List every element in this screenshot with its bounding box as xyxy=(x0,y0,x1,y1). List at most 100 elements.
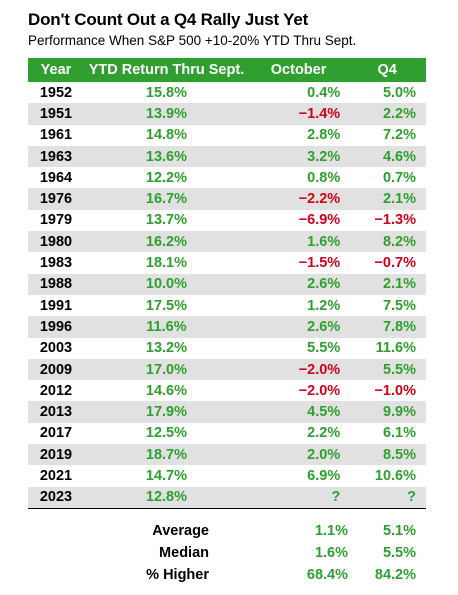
cell-year: 1983 xyxy=(39,255,73,272)
cell-october: 2.0% xyxy=(248,444,349,466)
cell-year: 1963 xyxy=(28,145,84,168)
table-row: 2003 13.2% 5.5% 11.6% xyxy=(28,338,426,359)
cell-october: −6.9% xyxy=(298,212,341,229)
cell-q4: 9.9% xyxy=(348,401,426,423)
cell-ytd-return: 12.2% xyxy=(145,169,188,186)
cell-q4: 2.1% xyxy=(348,188,426,210)
cell-ytd-return: 14.8% xyxy=(145,127,188,144)
cell-q4: 4.6% xyxy=(348,145,426,168)
summary-q4: 5.5% xyxy=(382,545,416,561)
cell-october: 2.2% xyxy=(307,425,341,442)
cell-ytd-return: 15.8% xyxy=(145,84,188,101)
table-row: 2017 12.5% 2.2% 6.1% xyxy=(28,423,426,444)
table-row: 1952 15.8% 0.4% 5.0% xyxy=(28,82,426,103)
cell-october: ? xyxy=(248,486,349,509)
cell-year: 2013 xyxy=(28,401,84,423)
cell-q4: −0.7% xyxy=(374,255,416,272)
cell-october: 0.8% xyxy=(307,169,341,186)
cell-year: 1988 xyxy=(28,273,84,295)
cell-q4: 5.0% xyxy=(382,84,416,101)
cell-october: −2.0% xyxy=(248,358,349,381)
table-row: 2019 18.7% 2.0% 8.5% xyxy=(28,444,426,466)
table-row: 1976 16.7% −2.2% 2.1% xyxy=(28,188,426,210)
cell-year: 1951 xyxy=(28,103,84,125)
cell-q4: 0.7% xyxy=(382,169,416,186)
summary-q4: 5.1% xyxy=(382,523,416,539)
summary-october: 1.6% xyxy=(314,545,348,561)
cell-october: 6.9% xyxy=(307,467,341,484)
cell-q4: 2.2% xyxy=(348,103,426,125)
cell-ytd-return: 12.5% xyxy=(145,425,188,442)
cell-q4: −1.0% xyxy=(374,382,416,399)
cell-year: 1961 xyxy=(39,127,73,144)
cell-october: 2.6% xyxy=(248,316,349,338)
summary-label: Median xyxy=(159,545,209,561)
chart-title: Don't Count Out a Q4 Rally Just Yet xyxy=(28,10,309,29)
summary-october: 1.1% xyxy=(314,523,348,539)
cell-ytd-return: 17.5% xyxy=(145,297,188,314)
cell-q4: 5.5% xyxy=(348,358,426,381)
cell-q4: 11.6% xyxy=(375,340,416,357)
cell-october: −1.5% xyxy=(298,255,341,272)
cell-q4: 8.2% xyxy=(348,231,426,253)
table-row: 1963 13.6% 3.2% 4.6% xyxy=(28,145,426,168)
cell-ytd-return: 16.2% xyxy=(83,231,249,253)
table-row: 2009 17.0% −2.0% 5.5% xyxy=(28,358,426,381)
cell-year: 2023 xyxy=(28,486,84,509)
cell-ytd-return: 14.6% xyxy=(145,382,188,399)
cell-year: 1996 xyxy=(28,316,84,338)
table-row: 1951 13.9% −1.4% 2.2% xyxy=(28,103,426,125)
cell-year: 1964 xyxy=(39,169,73,186)
table-row: 1964 12.2% 0.8% 0.7% xyxy=(28,167,426,188)
table-header-row: Year YTD Return Thru Sept. October Q4 xyxy=(28,58,426,82)
header-ytd-return: YTD Return Thru Sept. xyxy=(83,58,249,82)
cell-ytd-return: 10.0% xyxy=(83,273,249,295)
cell-ytd-return: 17.0% xyxy=(83,358,249,381)
performance-table: Year YTD Return Thru Sept. October Q4 19… xyxy=(28,58,426,509)
cell-q4: 7.5% xyxy=(382,297,416,314)
cell-year: 1991 xyxy=(39,297,73,314)
cell-ytd-return: 13.2% xyxy=(145,340,188,357)
summary-q4: 84.2% xyxy=(374,567,416,583)
cell-ytd-return: 14.7% xyxy=(145,467,188,484)
cell-q4: 10.6% xyxy=(374,467,416,484)
cell-october: 4.5% xyxy=(248,401,349,423)
table-row: 2013 17.9% 4.5% 9.9% xyxy=(28,401,426,423)
table-row: 2012 14.6% −2.0% −1.0% xyxy=(28,380,426,401)
table-row: 1988 10.0% 2.6% 2.1% xyxy=(28,273,426,295)
cell-q4: 7.2% xyxy=(382,127,416,144)
cell-october: 3.2% xyxy=(248,145,349,168)
cell-year: 2019 xyxy=(28,444,84,466)
table-row: 1979 13.7% −6.9% −1.3% xyxy=(28,210,426,231)
cell-october: 2.6% xyxy=(248,273,349,295)
table-row: 2023 12.8%?? xyxy=(28,486,426,509)
cell-october: 1.2% xyxy=(307,297,341,314)
summary-label: Average xyxy=(152,523,209,539)
cell-ytd-return: 13.7% xyxy=(145,212,188,229)
cell-october: 1.6% xyxy=(248,231,349,253)
table-row: 1996 11.6% 2.6% 7.8% xyxy=(28,316,426,338)
cell-year: 1976 xyxy=(28,188,84,210)
cell-ytd-return: 13.6% xyxy=(83,145,249,168)
header-october: October xyxy=(248,58,349,82)
table-row: 1961 14.8% 2.8% 7.2% xyxy=(28,125,426,146)
cell-ytd-return: 18.7% xyxy=(83,444,249,466)
cell-year: 2012 xyxy=(39,382,73,399)
cell-q4: 7.8% xyxy=(348,316,426,338)
table-body: 1952 15.8% 0.4% 5.0% 1951 13.9% −1.4% 2.2% 1961 1… xyxy=(28,82,426,509)
cell-q4: 6.1% xyxy=(382,425,416,442)
table-row: 1983 18.1% −1.5% −0.7% xyxy=(28,252,426,273)
chart-subtitle: Performance When S&P 500 +10-20% YTD Thr… xyxy=(28,33,357,48)
cell-year: 2017 xyxy=(39,425,73,442)
cell-q4: ? xyxy=(348,486,426,509)
cell-october: −2.2% xyxy=(248,188,349,210)
cell-q4: 2.1% xyxy=(348,273,426,295)
summary-row: Average 1.1% 5.1% xyxy=(28,520,426,542)
table-row: 1991 17.5% 1.2% 7.5% xyxy=(28,295,426,316)
table-row: 1980 16.2% 1.6% 8.2% xyxy=(28,231,426,253)
cell-q4: −1.3% xyxy=(374,212,416,229)
cell-year: 1979 xyxy=(39,212,73,229)
header-year: Year xyxy=(28,58,84,82)
summary-label: % Higher xyxy=(146,567,209,583)
